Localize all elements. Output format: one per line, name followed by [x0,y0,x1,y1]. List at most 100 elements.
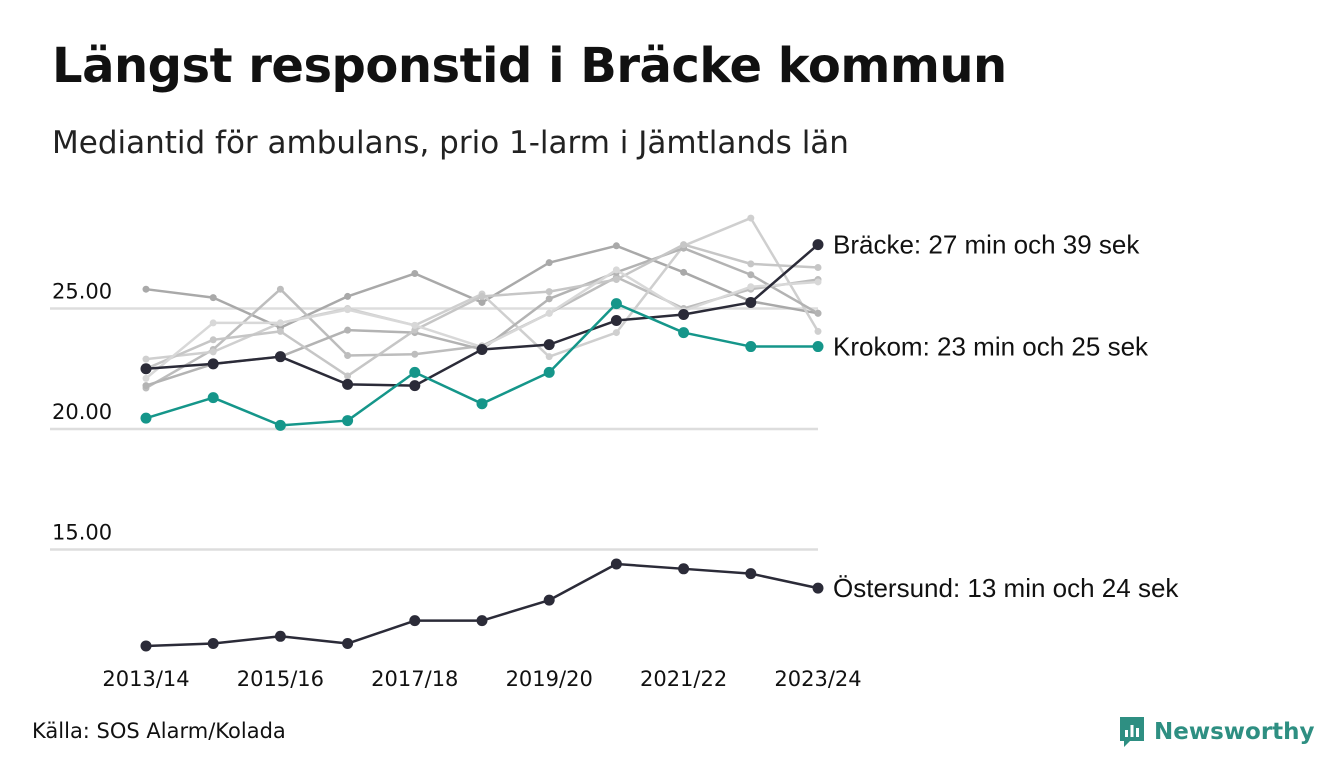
series-br-cke-end-label: Bräcke: 27 min och 39 sek [833,230,1140,260]
y-tick-label: 25.00 [52,279,112,303]
background-series-4-point [814,309,822,317]
series-br-cke-point [745,296,757,308]
background-series-5-line [145,243,819,378]
series-krokom-point [543,366,555,378]
series--stersund-point [409,615,421,627]
background-series-1-point [612,242,620,250]
x-tick-label: 2013/14 [102,667,189,691]
y-tick-label: 20.00 [52,400,112,424]
series-krokom-point [409,366,421,378]
highlighted-series [140,239,824,652]
background-series-2-point [344,351,352,359]
background-series-5-point [344,372,352,380]
background-series-3-point [142,355,150,363]
series--stersund-point [610,558,622,570]
background-series-5-point [747,260,755,268]
newsworthy-logo-icon [1120,717,1144,747]
series-br-cke-point [274,351,286,363]
chart-title: Längst responstid i Bräcke kommun [52,38,1007,94]
background-series-4-point [142,382,150,390]
series-krokom-point [207,392,219,404]
series-krokom-point [140,412,152,424]
background-series-6-point [545,309,553,317]
newsworthy-logo[interactable]: Newsworthy [1118,712,1315,752]
background-series-5-point [209,336,217,344]
series-br-cke-point [812,239,824,251]
series-krokom-point [610,298,622,310]
background-series-4-point [545,295,553,303]
background-series-1-line [145,244,819,330]
series-br-cke-point [409,380,421,392]
x-tick-label: 2015/16 [237,667,324,691]
background-series-6-point [276,319,284,327]
series--stersund-line [145,562,819,648]
background-series-3-line [145,216,820,361]
background-series-5-point [612,276,620,284]
series--stersund-point [543,594,555,606]
series-krokom-point [274,419,286,431]
series-krokom-point [812,341,824,353]
background-series-5-point [545,288,553,296]
background-series-6-point [344,306,352,314]
x-tick-label: 2023/24 [774,667,861,691]
series--stersund-point [140,640,152,652]
newsworthy-logo-text: Newsworthy [1154,719,1315,745]
background-series-6-point [612,266,620,274]
series-krokom-point [745,341,757,353]
background-series-6-point [142,374,150,382]
series-br-cke-point [342,378,354,390]
background-series-1-point [411,270,419,278]
background-series-5-point [478,292,486,300]
background-series-5-point [814,263,822,271]
background-series-3-point [209,348,217,356]
background-series-2-point [276,285,284,293]
background-series-1-point [545,259,553,267]
background-series-6-point [814,278,822,286]
background-series-4-point [344,326,352,334]
end-labels: Bräcke: 27 min och 39 sek Krokom: 23 min … [833,230,1179,603]
series-br-cke-point [207,358,219,370]
background-series-5-point [411,326,419,334]
background-series-1-point [142,285,150,293]
background-series-5-point [276,327,284,335]
x-tick-label: 2021/22 [640,667,727,691]
series--stersund-point [678,563,690,575]
background-series-1-point [680,268,688,276]
series-br-cke-point [476,343,488,355]
series-br-cke-point [543,339,555,351]
background-series-5-point [680,241,688,249]
series--stersund-point [476,615,488,627]
series-krokom-point [476,398,488,410]
series-br-cke-point [610,315,622,327]
background-series-3-point [545,353,553,361]
series-krokom-point [678,327,690,339]
background-series-6-point [747,283,755,291]
x-tick-label: 2019/20 [506,667,593,691]
background-series [142,214,822,392]
series--stersund-point [812,582,824,594]
series--stersund-point [274,630,286,642]
series--stersund-point [342,638,354,650]
background-series-3-point [612,329,620,337]
series-br-cke-line [145,243,819,387]
background-series-3-point [814,327,822,335]
background-series-6-point [209,319,217,327]
grid-lines [50,307,818,551]
y-tick-label: 15.00 [52,521,112,545]
series-krokom-end-label: Krokom: 23 min och 25 sek [833,332,1149,362]
series--stersund-point [745,568,757,580]
background-series-6-point [411,321,419,329]
background-series-1-point [344,292,352,300]
background-series-4-point [747,271,755,279]
source-note: Källa: SOS Alarm/Kolada [32,719,286,743]
background-series-3-point [747,214,755,222]
x-axis-tick-labels: 2013/14 2015/16 2017/18 2019/20 2021/22 2023/… [102,667,861,691]
series--stersund-point [207,638,219,650]
background-series-1-point [478,298,486,306]
background-series-4-line [145,246,819,387]
series--stersund-end-label: Östersund: 13 min och 24 sek [833,573,1179,603]
y-axis-tick-labels: 15.00 20.00 25.00 [52,279,112,544]
background-series-2-point [411,350,419,358]
background-series-1-point [209,294,217,302]
